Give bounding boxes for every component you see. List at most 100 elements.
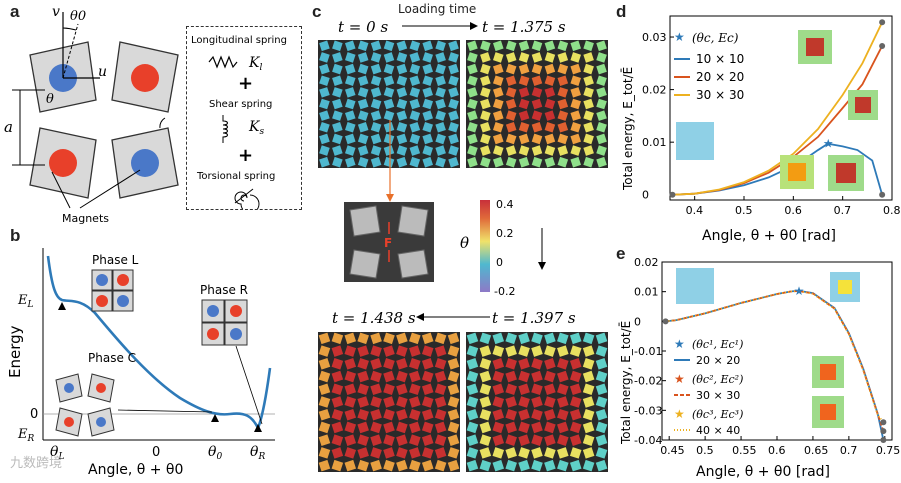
lattice-cell: [531, 133, 543, 145]
lattice-cell: [582, 434, 595, 446]
lattice-cell: [518, 133, 530, 145]
lattice-cell: [479, 408, 492, 421]
lattice-cell: [557, 40, 569, 52]
lattice-cell: [318, 421, 331, 434]
lattice-cell: [409, 370, 421, 383]
lattice-cell: [570, 52, 582, 63]
lattice-cell: [479, 434, 492, 446]
lattice-cell: [582, 358, 595, 370]
lattice-cell: [518, 383, 530, 396]
lattice-cell: [544, 156, 556, 168]
lattice-cell: [344, 156, 356, 168]
e-legend-1: 20 × 20: [696, 354, 740, 367]
lattice-cell: [357, 156, 369, 168]
x-tick-label: 0.55: [732, 444, 757, 457]
lattice-cell: [531, 110, 543, 121]
lattice-cell: [344, 383, 357, 396]
magnets-label: Magnets: [62, 212, 109, 225]
lattice-cell: [396, 434, 408, 446]
lattice-cell: [570, 145, 582, 156]
lattice-cell: [569, 370, 582, 383]
lattice-cell: [434, 408, 447, 421]
lattice-cell: [344, 434, 357, 446]
lattice-cell: [434, 345, 447, 357]
lattice-cell: [383, 121, 395, 133]
d-legend: ★ (θc, Ec) 10 × 10 20 × 20 30 × 30: [674, 30, 744, 102]
panel-a-lattice: v θ0 u θ a Magnets: [4, 4, 179, 225]
lattice-cell: [434, 383, 447, 396]
lattice-cell: [595, 396, 608, 408]
colorbar-label: θ: [460, 234, 469, 252]
lattice-cell: [447, 358, 460, 370]
lattice-cell: [319, 110, 330, 121]
lattice-cell: [557, 408, 569, 421]
lattice-cell: [383, 396, 395, 408]
lattice-cell: [357, 110, 369, 121]
e-legend-0: (θc¹, Ec¹): [692, 338, 743, 351]
symbol-kl: Kl: [248, 55, 262, 73]
lattice-cell: [466, 434, 479, 446]
lattice-cell: [492, 145, 504, 156]
plot-frame: [669, 15, 893, 201]
lattice-cell: [383, 110, 395, 121]
d-inset-cyan: [676, 122, 714, 160]
lattice-cell: [331, 396, 344, 408]
lattice-cell: [569, 345, 582, 357]
lattice-cell: [518, 332, 530, 345]
ytick-zero: 0: [30, 407, 38, 422]
panel-d-chart: 0.4 0.5 0.6 0.7 0.8 0 0.01 0.02 0.03 ★ Total ene…: [621, 15, 901, 244]
lattice-cell: [595, 447, 608, 459]
lattice-cell: [596, 98, 607, 110]
ytick-el: EL: [17, 293, 34, 310]
critical-point-marker: ★: [823, 137, 834, 151]
d-inset-red-bot: [828, 155, 864, 191]
lattice-cell: [531, 332, 543, 345]
lattice-cell: [344, 408, 357, 421]
lattice-cell: [434, 459, 447, 472]
lattice-cell: [595, 332, 608, 345]
lattice-cell: [370, 63, 382, 75]
magnet-red-tr: [131, 64, 159, 92]
lattice-cell: [319, 52, 330, 63]
lattice-cell: [544, 434, 556, 446]
lattice-cell: [396, 110, 408, 121]
lattice-cell: [383, 447, 395, 459]
lattice-cell: [480, 156, 491, 168]
shear-spring-icon: [222, 115, 228, 143]
lattice-cell: [383, 421, 395, 434]
lattice-cell: [569, 459, 582, 472]
lattice-cell: [344, 63, 356, 75]
lattice-cell: [505, 408, 517, 421]
lattice-cell: [544, 98, 556, 110]
lattice-cell: [434, 421, 447, 434]
lattice-cell: [370, 434, 382, 446]
lattice-cell: [370, 145, 382, 156]
lattice-cell: [466, 383, 479, 396]
lattice-cell: [518, 75, 530, 87]
lattice-cell: [396, 358, 408, 370]
lattice-cell: [448, 156, 459, 168]
lattice-cell: [370, 40, 382, 52]
time-t1397: t = 1.397 s: [492, 309, 576, 327]
lattice-cell: [570, 121, 582, 133]
panel-c-snapshots: t = 0 s t = 1.375 s F 0.4 0.2 0 -0.2 θ t…: [318, 18, 608, 472]
lattice-cell: [479, 358, 492, 370]
lattice-cell: [370, 75, 382, 87]
lattice-cell: [582, 421, 595, 434]
e-ylabel: Total energy, E_tot/Ē: [619, 321, 633, 445]
series-end-point: [880, 437, 887, 443]
phase-l-label: Phase L: [92, 253, 139, 267]
lattice-cell: [492, 358, 505, 370]
phase-r-label: Phase R: [200, 283, 248, 297]
lattice-cell: [480, 75, 491, 87]
lattice-cell: [518, 396, 530, 408]
y-tick-label: -0.04: [634, 434, 662, 447]
lattice-cell: [518, 110, 530, 121]
lattice-cell: [505, 396, 517, 408]
lattice-cell: [595, 408, 608, 421]
ytick-er: ER: [17, 427, 35, 444]
svg-text:★: ★: [674, 407, 685, 421]
lattice-cell: [396, 40, 408, 52]
lattice-cell: [332, 121, 343, 133]
phase-c-label: Phase C: [88, 351, 136, 365]
